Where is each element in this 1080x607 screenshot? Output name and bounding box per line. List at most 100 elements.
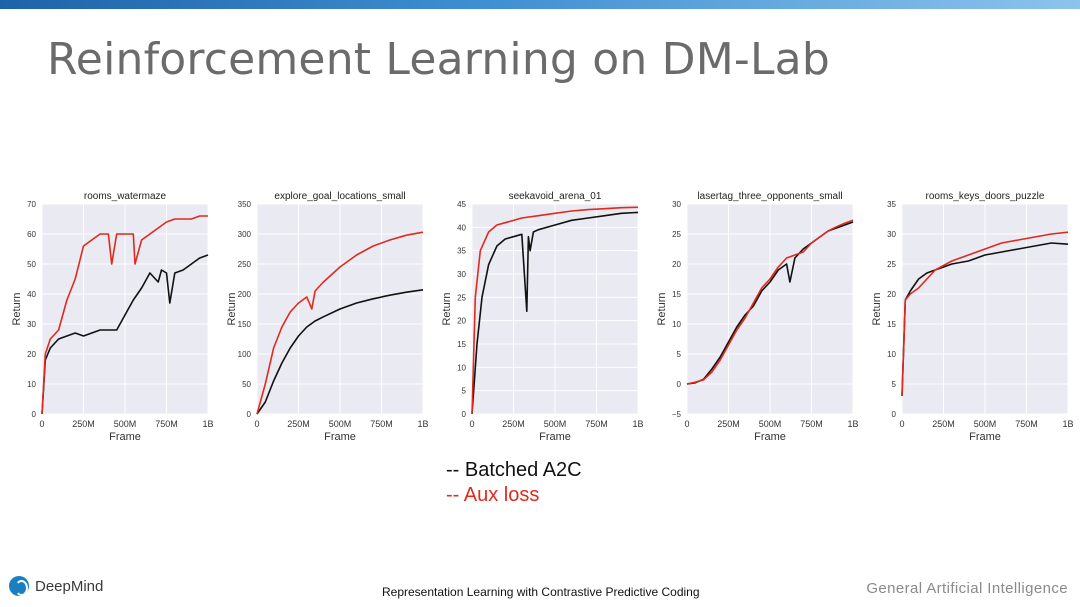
y-tick-label: 60	[27, 230, 36, 239]
y-tick-label: 15	[887, 320, 896, 329]
x-tick-label: 0	[469, 419, 474, 429]
x-tick-label: 0	[684, 419, 689, 429]
y-axis-label: Return	[441, 292, 453, 325]
x-tick-label: 1B	[417, 419, 428, 429]
y-tick-label: 15	[672, 290, 681, 299]
x-tick-label: 1B	[1062, 419, 1073, 429]
chart-title: rooms_watermaze	[84, 191, 167, 202]
series-line-baseline	[471, 211, 639, 415]
chart-2: 0 50 100 150 200 250 300 350 0 250M 500M 750M 1B expl…	[226, 191, 429, 443]
x-tick-label: 1B	[632, 419, 643, 429]
series-line-aux	[256, 231, 424, 415]
deepmind-logo-text: DeepMind	[35, 577, 104, 595]
x-tick-label: 1B	[847, 419, 858, 429]
y-tick-label: 25	[672, 230, 681, 239]
x-tick-label: 750M	[370, 419, 393, 429]
y-axis-label: Return	[11, 292, 23, 325]
x-tick-label: 1B	[202, 419, 213, 429]
y-tick-label: 50	[27, 260, 36, 269]
chart-5: 0 5 10 15 20 25 30 35 0 250M 500M 750M 1B rooms_keys_…	[871, 191, 1074, 443]
x-tick-label: 750M	[585, 419, 608, 429]
x-tick-label: 500M	[544, 419, 567, 429]
y-tick-label: 40	[457, 223, 466, 232]
y-tick-label: 30	[672, 200, 681, 209]
y-tick-label: 10	[27, 380, 36, 389]
y-tick-label: 0	[677, 380, 682, 389]
x-axis-label: Frame	[324, 431, 356, 443]
y-tick-label: 35	[887, 200, 896, 209]
y-tick-label: 10	[457, 363, 466, 372]
x-axis-label: Frame	[539, 431, 571, 443]
x-axis-label: Frame	[754, 431, 786, 443]
footer-tagline: General Artificial Intelligence	[866, 580, 1068, 597]
chart-3: 0 5 10 15 20 25 30 35 40 45 0 250M 500M 750M 1B seekavo…	[441, 191, 644, 443]
x-tick-label: 500M	[974, 419, 997, 429]
deepmind-logo: DeepMind	[9, 576, 103, 596]
series-line-aux	[41, 215, 208, 415]
y-tick-label: 10	[887, 350, 896, 359]
x-tick-label: 750M	[1015, 419, 1038, 429]
y-tick-label: 50	[242, 380, 251, 389]
y-tick-label: 15	[457, 340, 466, 349]
chart-title: lasertag_three_opponents_small	[697, 191, 842, 202]
y-tick-label: 20	[27, 350, 36, 359]
series-line-aux	[686, 219, 854, 385]
y-tick-label: 20	[457, 317, 466, 326]
y-tick-label: 20	[887, 290, 896, 299]
x-tick-label: 750M	[800, 419, 823, 429]
y-tick-label: 150	[238, 320, 252, 329]
y-tick-label: 25	[457, 293, 466, 302]
x-tick-label: 250M	[717, 419, 740, 429]
x-tick-label: 250M	[72, 419, 95, 429]
y-tick-label: 0	[247, 410, 252, 419]
y-tick-label: 70	[27, 200, 36, 209]
x-tick-label: 0	[899, 419, 904, 429]
y-tick-label: 20	[672, 260, 681, 269]
chart-title: seekavoid_arena_01	[509, 191, 602, 202]
x-tick-label: 750M	[155, 419, 178, 429]
chart-title: rooms_keys_doors_puzzle	[926, 191, 1045, 202]
x-tick-label: 500M	[759, 419, 782, 429]
slide-title: Reinforcement Learning on DM-Lab	[47, 34, 830, 85]
series-line-baseline	[41, 254, 209, 415]
y-tick-label: 25	[887, 260, 896, 269]
y-tick-label: −5	[672, 410, 682, 419]
y-tick-label: 10	[672, 320, 681, 329]
chart-1: 0 10 20 30 40 50 60 70 0 250M 500M 750M 1B rooms_wate…	[11, 191, 214, 443]
y-tick-label: 350	[238, 200, 252, 209]
y-axis-label: Return	[226, 292, 238, 325]
y-tick-label: 30	[457, 270, 466, 279]
x-axis-label: Frame	[969, 431, 1001, 443]
chart-title: explore_goal_locations_small	[274, 191, 405, 202]
y-tick-label: 100	[238, 350, 252, 359]
y-axis-label: Return	[871, 292, 883, 325]
y-tick-label: 5	[892, 380, 897, 389]
series-line-aux	[471, 206, 639, 415]
legend-aux-loss: -- Aux loss	[446, 484, 540, 506]
y-tick-label: 300	[238, 230, 252, 239]
series-line-baseline	[256, 289, 424, 415]
y-tick-label: 0	[892, 410, 897, 419]
y-tick-label: 30	[27, 320, 36, 329]
y-tick-label: 250	[238, 260, 252, 269]
title-accent-bar	[0, 0, 1080, 9]
x-tick-label: 0	[39, 419, 44, 429]
y-tick-label: 0	[462, 410, 467, 419]
series-line-aux	[901, 231, 1069, 397]
deepmind-logo-icon	[9, 576, 29, 596]
y-tick-label: 40	[27, 290, 36, 299]
x-tick-label: 0	[254, 419, 259, 429]
series-line-baseline	[901, 242, 1069, 397]
x-tick-label: 250M	[287, 419, 310, 429]
x-tick-label: 500M	[114, 419, 137, 429]
x-axis-label: Frame	[109, 431, 141, 443]
x-tick-label: 250M	[932, 419, 955, 429]
y-tick-label: 0	[32, 410, 37, 419]
y-tick-label: 35	[457, 247, 466, 256]
y-tick-label: 200	[238, 290, 252, 299]
y-axis-label: Return	[656, 292, 668, 325]
y-tick-label: 5	[677, 350, 682, 359]
x-tick-label: 250M	[502, 419, 525, 429]
